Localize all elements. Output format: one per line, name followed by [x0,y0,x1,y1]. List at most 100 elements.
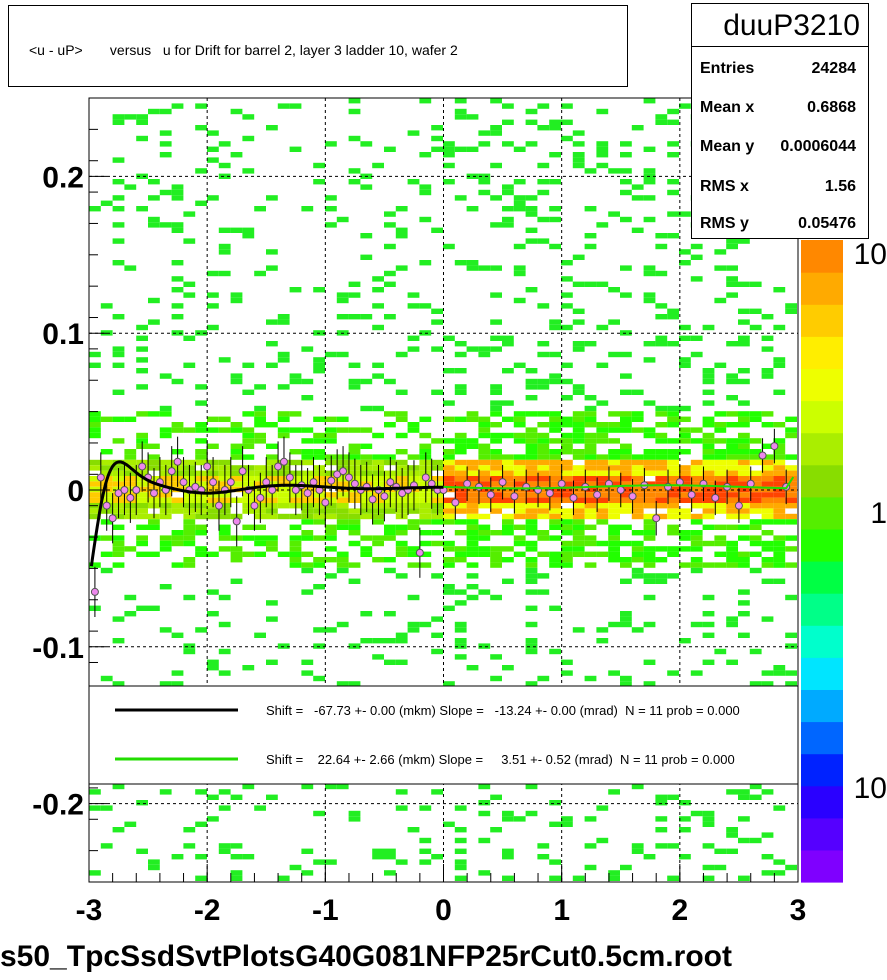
stats-value: 0.6868 [807,99,856,116]
stats-row-entries: Entries 24284 [700,60,856,78]
profile-point [120,464,129,516]
marker [711,493,720,502]
colorbar [801,240,843,883]
colorbar-swatch [801,593,843,626]
stats-value: 1.56 [824,178,856,195]
marker [734,501,743,510]
colorbar-swatch [801,785,843,819]
marker [380,492,389,501]
colorbar-label: 10 [854,772,887,805]
profile-point [309,457,318,508]
marker [126,493,135,502]
x-tick-label: 2 [671,894,688,927]
marker [226,478,235,487]
x-tick-label: -2 [194,894,221,927]
footer-filename: s50_TpcSsdSvtPlotsG40G081NFP25rCut0.5cm.… [0,940,732,973]
profile-point [315,464,324,516]
marker [209,478,218,487]
profile-point [327,455,336,506]
profile-point [770,428,779,464]
colorbar-swatch [801,464,843,498]
colorbar-swatch [801,496,843,530]
marker [498,478,507,487]
colorbar-swatch [801,368,843,402]
marker [167,467,176,476]
colorbar-label: 1 [870,497,887,530]
axis-ticks [88,97,799,883]
profile-point [108,493,117,544]
marker [321,498,330,507]
profile-points [90,428,791,618]
stats-label: Mean x [700,99,755,116]
x-tick-label: -3 [76,894,103,927]
stats-row-mean-y: Mean y 0.0006044 [700,138,856,156]
profile-point [203,441,212,492]
profile-point [114,468,123,519]
profile-point [498,464,507,500]
profile-point [303,468,312,519]
marker [149,489,158,498]
legend-label-black: Shift = -67.73 +- 0.00 (mkm) Slope = -13… [266,703,740,718]
profile-point [545,475,554,511]
marker [569,493,578,502]
profile-point [421,452,430,503]
stats-value: 24284 [811,60,857,77]
profile-point [90,566,99,618]
marker [415,548,424,557]
marker [120,486,129,494]
marker [279,457,288,466]
colorbar-swatch [801,304,843,337]
profile-point [262,457,271,508]
profile-point [138,441,147,492]
y-tick-label: -0.2 [32,789,84,822]
title-box: <u - uP> versus u for Drift for barrel 2… [8,5,628,87]
marker [327,476,336,485]
profile-point [214,480,223,531]
y-tick-label: 0 [67,475,84,508]
marker [339,467,348,476]
profile-point [232,496,241,547]
profile-point [173,436,182,487]
colorbar-swatch [801,336,843,369]
marker [628,492,637,501]
profile-point [758,438,767,473]
colorbar-swatch [801,561,843,594]
stats-value: 0.05476 [798,215,856,232]
marker [274,462,283,471]
y-tick-label: 0.2 [42,161,84,194]
colorbar-swatch [801,689,843,723]
marker [510,492,519,501]
profile-point [734,488,743,523]
colorbar-swatch [801,432,843,466]
colorbar-swatch [801,272,843,305]
y-tick-label: -0.1 [32,632,84,665]
stats-histogram-name: duuP3210 [692,4,868,47]
profile-point [368,474,377,525]
profile-point [344,452,353,503]
marker [474,482,483,491]
colorbar-swatch [801,240,843,273]
profile-point [96,452,105,503]
marker [386,478,395,487]
legend-box [88,685,799,785]
colorbar-swatch [801,753,843,787]
marker [486,490,495,499]
chart-title: <u - uP> versus u for Drift for barrel 2… [29,42,458,58]
profile-point [687,477,696,512]
marker [652,514,661,523]
profile-point [149,468,158,519]
fit-curve-green [443,476,795,490]
colorbar-labels: 10 1 10 [854,238,887,805]
marker [770,442,779,451]
marker [102,501,111,510]
legend-label-green: Shift = 22.64 +- 2.66 (mkm) Slope = 3.51… [266,752,735,767]
marker [421,473,430,482]
stats-value: 0.0006044 [780,138,856,155]
marker [138,462,147,471]
marker [108,514,117,523]
stats-label: RMS y [700,215,749,232]
profile-point [569,480,578,516]
marker [238,467,247,476]
marker [285,473,294,482]
